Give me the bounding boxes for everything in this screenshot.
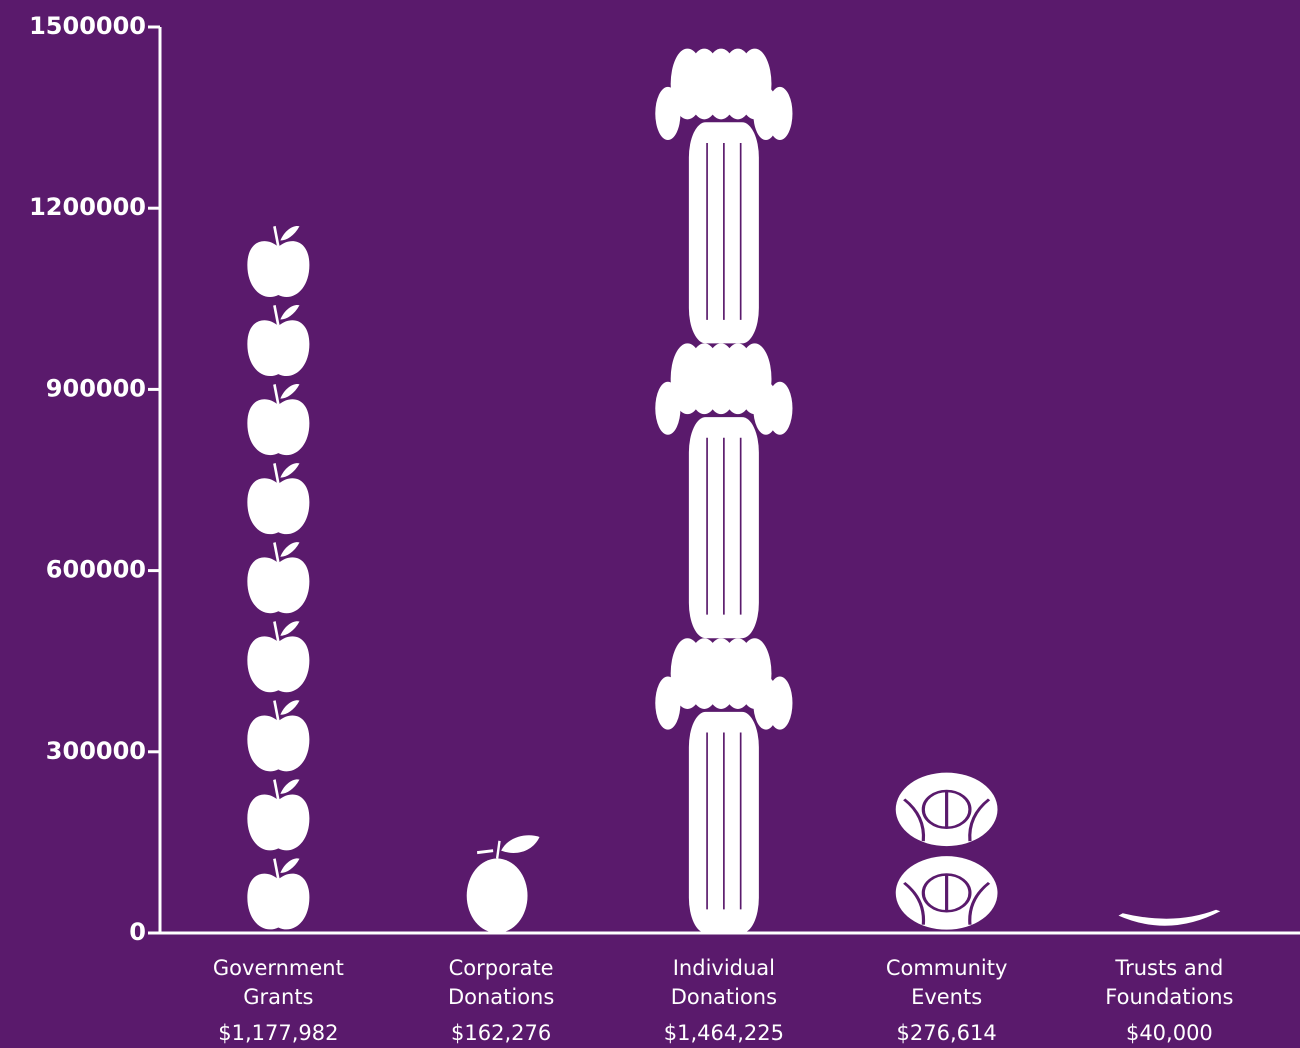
x-tick-label: Corporate Donations	[426, 954, 576, 1012]
icon	[247, 621, 309, 692]
apple-stem	[274, 622, 278, 643]
celery-leaf	[767, 677, 792, 730]
icon	[247, 463, 309, 534]
apple-body	[247, 320, 309, 376]
icon	[247, 700, 309, 771]
icon	[896, 773, 998, 847]
x-tick-label: Government Grants	[203, 954, 353, 1012]
x-tick-label: Trusts and Foundations	[1094, 954, 1244, 1012]
y-tick-label: 1200000	[29, 193, 146, 221]
chart: 0 300000 600000 900000 1200000 1500000 Govern…	[0, 0, 1300, 1048]
apple-body	[247, 478, 309, 534]
apple-body	[247, 874, 309, 930]
apple-body	[247, 795, 309, 851]
apple-stem	[274, 305, 278, 326]
apple-leaf	[280, 226, 299, 241]
celery-leaf	[655, 677, 680, 730]
apple-stem	[274, 463, 278, 484]
apple-stem	[274, 701, 278, 722]
value-label: $1,464,225	[634, 1019, 814, 1048]
icon	[1118, 910, 1220, 926]
apple-leaf	[280, 621, 299, 636]
apple-stem	[274, 859, 278, 880]
value-label: $162,276	[411, 1019, 591, 1048]
icon	[467, 835, 540, 933]
bar	[467, 835, 540, 933]
orange-stem	[477, 841, 499, 859]
banana	[1118, 910, 1220, 926]
apple-leaf	[280, 858, 299, 873]
apple-body	[247, 557, 309, 613]
y-tick-label: 600000	[46, 556, 146, 584]
icon	[655, 343, 792, 638]
apple-stem	[274, 542, 278, 563]
apple-body	[247, 241, 309, 297]
apple-body	[247, 715, 309, 771]
celery-leaf	[655, 87, 680, 140]
y-tick-label: 0	[129, 918, 146, 946]
value-label: $40,000	[1079, 1019, 1259, 1048]
icon	[247, 779, 309, 850]
orange-leaf	[501, 835, 539, 853]
apple-body	[247, 636, 309, 692]
value-label: $276,614	[857, 1019, 1037, 1048]
celery-leaf	[767, 87, 792, 140]
icon	[247, 858, 309, 929]
apple-stem	[274, 384, 278, 405]
bar	[896, 773, 998, 930]
icon	[247, 384, 309, 455]
x-tick-label: Individual Donations	[649, 954, 799, 1012]
apple-leaf	[280, 384, 299, 399]
apple-stem	[274, 780, 278, 801]
apple-leaf	[280, 779, 299, 794]
icon	[655, 638, 792, 933]
apple-stem	[274, 226, 278, 247]
y-tick-label: 1500000	[29, 12, 146, 40]
apple-leaf	[280, 305, 299, 320]
icon	[247, 305, 309, 376]
apple-leaf	[280, 463, 299, 478]
celery-leaf	[655, 382, 680, 435]
value-label: $1,177,982	[188, 1019, 368, 1048]
icon	[655, 49, 792, 344]
bar	[247, 226, 309, 929]
apple-body	[247, 399, 309, 455]
icon	[247, 226, 309, 297]
icon	[247, 542, 309, 613]
celery-leaf	[767, 382, 792, 435]
chart-svg: 0 300000 600000 900000 1200000 1500000	[0, 0, 1300, 1048]
y-tick-label: 900000	[46, 374, 146, 402]
y-tick-label: 300000	[46, 737, 146, 765]
icon	[896, 856, 998, 930]
bar	[655, 49, 792, 933]
orange-body	[467, 859, 528, 933]
x-tick-label: Community Events	[872, 954, 1022, 1012]
apple-leaf	[280, 542, 299, 557]
bar	[1118, 910, 1220, 926]
apple-leaf	[280, 700, 299, 715]
